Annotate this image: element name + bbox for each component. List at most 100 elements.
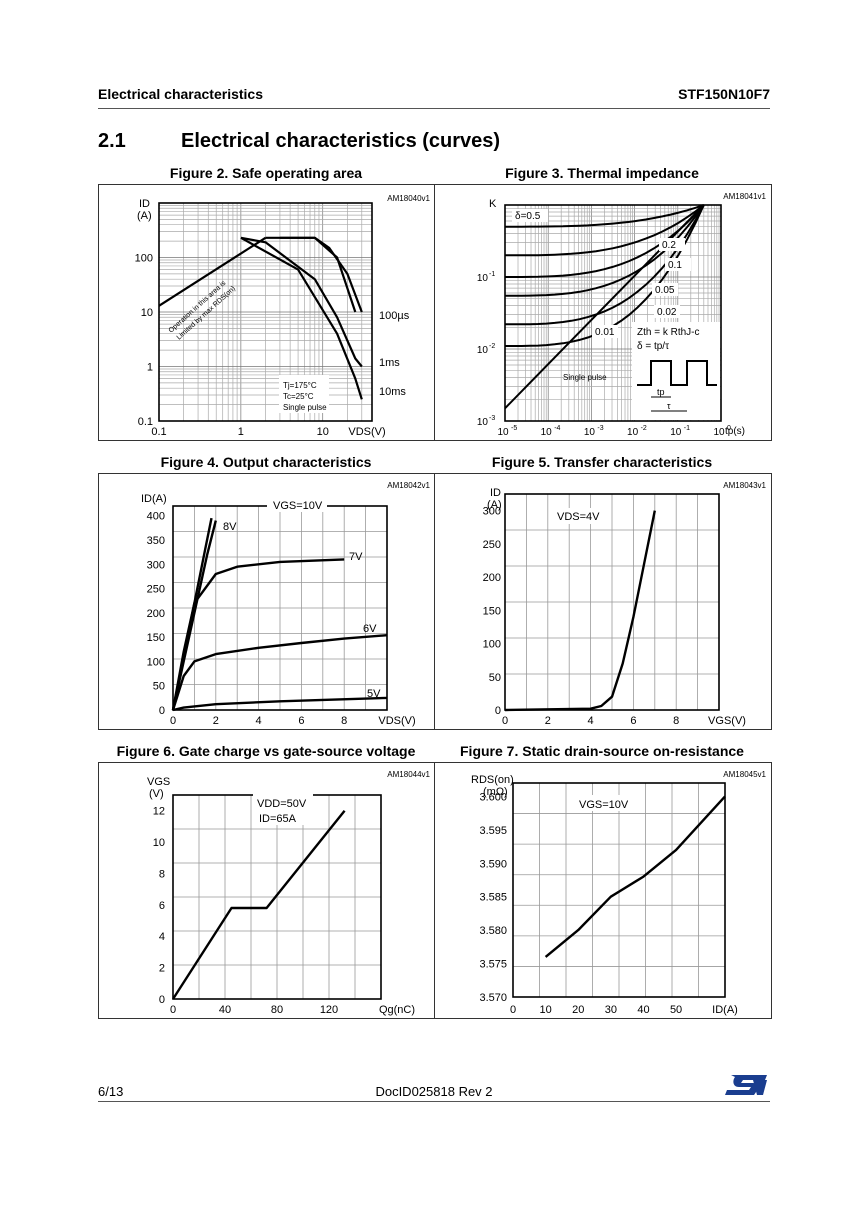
fig6-ytick: 4 — [159, 931, 165, 943]
fig4-label-8v: 8V — [223, 521, 237, 533]
fig3-label-bg — [652, 283, 678, 296]
fig4-label-7v: 7V — [349, 551, 363, 563]
fig7-xtick: 40 — [637, 1004, 649, 1016]
header-section-name: Electrical characteristics — [98, 86, 263, 102]
fig2-ylabel-unit: (A) — [137, 210, 152, 222]
fig3-curve-delta-0_1 — [505, 204, 705, 278]
fig4-ytick: 200 — [147, 608, 165, 620]
fig7-ylabel-unit: (mΩ) — [483, 786, 508, 798]
fig6-code: AM18044v1 — [387, 770, 430, 779]
fig6-xlabel: Qg(nC) — [379, 1004, 415, 1016]
fig6-ytick: 2 — [159, 963, 165, 975]
fig3-ytick-exp: -1 — [489, 271, 495, 278]
fig5-xlabel: VGS(V) — [708, 715, 746, 727]
fig6-note-bg — [253, 793, 313, 825]
fig6-ylabel-unit: (V) — [149, 788, 164, 800]
footer-rule — [98, 1101, 770, 1102]
fig5-note-vds: VDS=4V — [557, 511, 600, 523]
fig2-note-tj: Tj=175°C — [283, 381, 317, 390]
figure-2-chart: AM18040v1 ID(A) 0.1 1 10 100 0.1 1 10 VDS(V) 100µs… — [135, 194, 431, 438]
fig3-xtick-exp: -4 — [554, 425, 560, 432]
fig5-ytick: 50 — [489, 672, 501, 684]
fig4-xtick: 4 — [256, 715, 262, 727]
figure-4-chart: AM18042v1 ID(A) 0 50 100 150 200 250 300 350 400 0 2… — [141, 481, 431, 727]
fig3-label-delta: 0.01 — [595, 327, 615, 338]
fig4-ytick: 100 — [147, 656, 165, 668]
fig4-ytick: 250 — [147, 584, 165, 596]
fig6-xtick: 40 — [219, 1004, 231, 1016]
fig3-formula-delta: δ = tp/τ — [637, 341, 669, 352]
fig7-note-bg — [575, 795, 635, 811]
fig6-xtick: 120 — [320, 1004, 338, 1016]
footer-doc-id: DocID025818 Rev 2 — [375, 1084, 493, 1099]
fig3-label-bg — [592, 325, 618, 338]
fig2-label-100us: 100µs — [379, 310, 410, 322]
fig5-ytick: 200 — [483, 572, 501, 584]
fig4-code: AM18042v1 — [387, 481, 430, 490]
fig2-curve-rdsonlimit — [158, 236, 267, 307]
figure-7-title: Figure 7. Static drain-source on-resista… — [460, 743, 744, 759]
fig7-xlabel: ID(A) — [712, 1004, 738, 1016]
fig3-label-delta: 0.02 — [657, 307, 677, 318]
fig2-note-pulse: Single pulse — [283, 403, 327, 412]
fig4-ytick: 300 — [147, 559, 165, 571]
fig5-note-bg — [553, 508, 601, 524]
fig3-pulse-tp: tp — [657, 387, 665, 397]
fig4-curve-5v — [172, 696, 388, 712]
fig7-xtick: 30 — [605, 1004, 617, 1016]
fig3-xtick: 10 — [670, 427, 682, 438]
fig2-note-tc: Tc=25°C — [283, 392, 314, 401]
fig2-ytick: 0.1 — [138, 416, 153, 428]
fig2-label-1ms: 1ms — [379, 357, 400, 369]
fig4-xtick: 0 — [170, 715, 176, 727]
figure-2-box: AM18040v1 ID (A) 0.1 1 10 100 0.1 1 10 VDS(V) 100µs… — [98, 184, 436, 441]
fig3-ylabel: K — [489, 198, 497, 210]
fig3-label-delta: 0.1 — [668, 260, 682, 271]
fig2-curve-1ms — [240, 236, 363, 368]
fig2-ytick: 1 — [147, 362, 153, 374]
st-logo-icon — [723, 1074, 769, 1101]
fig3-ytick: 10 — [477, 417, 489, 428]
fig2-label-10ms: 10ms — [379, 386, 406, 398]
fig5-xtick: 2 — [545, 715, 551, 727]
fig5-curve-vds4v — [504, 510, 656, 712]
fig3-xtick-exp: -5 — [511, 425, 517, 432]
fig6-note-id: ID=65A — [259, 813, 297, 825]
fig3-curve-delta-0_02 — [505, 204, 705, 326]
fig7-xtick: 50 — [670, 1004, 682, 1016]
fig3-code: AM18041v1 — [723, 192, 766, 201]
figure-5-box: AM18043v1 ID (A) 0 50 100 150 200 250 300 0 2 4 6 8 VGS… — [434, 473, 772, 730]
section-number: 2.1 — [98, 130, 126, 152]
fig3-xtick: 10 — [584, 427, 596, 438]
fig7-note-vgs: VGS=10V — [579, 799, 629, 811]
fig3-ytick-exp: -3 — [489, 415, 495, 422]
fig6-ytick: 6 — [159, 900, 165, 912]
figure-3-title: Figure 3. Thermal impedance — [505, 165, 699, 181]
figure-3-box: AM18041v1 K 10 -3 10 -2 10 -1 10 -5 10 -4 10 -3 10 -2 10… — [434, 184, 772, 441]
fig5-plot-frame — [504, 493, 720, 711]
fig6-note-vdd: VDD=50V — [257, 798, 307, 810]
fig7-xtick: 20 — [572, 1004, 584, 1016]
fig4-ytick: 50 — [153, 681, 165, 693]
fig4-ylabel: ID(A) — [141, 493, 167, 505]
fig4-note-bg — [267, 496, 327, 512]
fig2-xtick: 1 — [238, 426, 244, 438]
fig4-ytick: 400 — [147, 511, 165, 523]
fig5-code: AM18043v1 — [723, 481, 766, 490]
fig7-ytick: 3.580 — [479, 925, 507, 937]
fig3-formula-zth: Zth = k RthJ-c — [637, 327, 700, 338]
fig2-code: AM18040v1 — [387, 194, 430, 203]
fig3-ytick: 10 — [477, 345, 489, 356]
fig3-label-bg — [512, 209, 548, 222]
fig7-ytick: 3.595 — [479, 825, 507, 837]
figure-6-box: AM18044v1 VGS (V) 0 2 4 6 8 10 12 0 40 80 120 Qg(nC) VD… — [98, 762, 436, 1019]
fig3-xtick: 10 — [541, 427, 553, 438]
fig7-ytick: 3.570 — [479, 992, 507, 1004]
section-title: Electrical characteristics (curves) — [181, 130, 501, 152]
fig2-xtick: 10 — [317, 426, 329, 438]
fig3-label-bg — [665, 258, 691, 271]
fig3-pulse-waveform — [637, 360, 717, 386]
fig7-ytick: 3.600 — [479, 791, 507, 803]
fig2-curve-dctop — [279, 236, 363, 313]
